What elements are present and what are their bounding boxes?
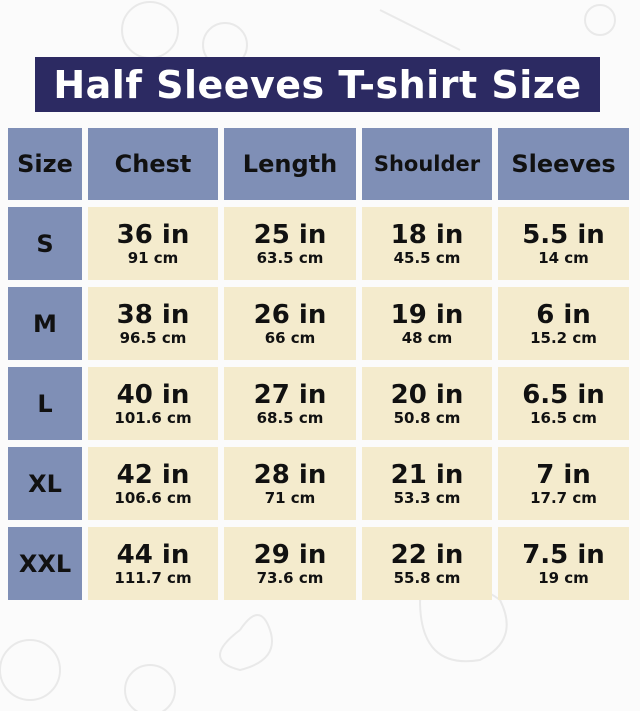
cell-chest: 42 in 106.6 cm	[88, 447, 218, 520]
header-length: Length	[224, 128, 356, 200]
yarn-ball-icon	[0, 639, 61, 701]
cm-value: 73.6 cm	[256, 568, 324, 587]
cell-shoulder: 18 in 45.5 cm	[362, 207, 492, 280]
cell-chest: 44 in 111.7 cm	[88, 527, 218, 600]
cell-length: 28 in 71 cm	[224, 447, 356, 520]
inches-value: 42 in	[116, 459, 190, 490]
yarn-ball-icon	[121, 1, 179, 59]
yarn-ball-icon	[124, 664, 176, 711]
cell-sleeves: 7 in 17.7 cm	[498, 447, 629, 520]
cm-value: 17.7 cm	[530, 488, 597, 507]
inches-value: 19 in	[390, 299, 464, 330]
cm-value: 101.6 cm	[114, 408, 192, 427]
inches-value: 5.5 in	[522, 219, 605, 250]
needle-icon	[379, 9, 461, 51]
size-label: S	[8, 207, 82, 280]
cell-shoulder: 22 in 55.8 cm	[362, 527, 492, 600]
cm-value: 68.5 cm	[256, 408, 324, 427]
size-label: L	[8, 367, 82, 440]
inches-value: 7.5 in	[522, 539, 605, 570]
cm-value: 45.5 cm	[393, 248, 461, 267]
size-label: M	[8, 287, 82, 360]
cell-length: 29 in 73.6 cm	[224, 527, 356, 600]
cell-sleeves: 6 in 15.2 cm	[498, 287, 629, 360]
cell-chest: 40 in 101.6 cm	[88, 367, 218, 440]
inches-value: 38 in	[116, 299, 190, 330]
cm-value: 14 cm	[538, 248, 589, 267]
inches-value: 18 in	[390, 219, 464, 250]
inches-value: 25 in	[253, 219, 327, 250]
inches-value: 21 in	[390, 459, 464, 490]
cm-value: 15.2 cm	[530, 328, 597, 347]
size-table: Size Chest Length Shoulder Sleeves S 36 i…	[8, 128, 629, 600]
header-shoulder: Shoulder	[362, 128, 492, 200]
size-label: XL	[8, 447, 82, 520]
cell-sleeves: 7.5 in 19 cm	[498, 527, 629, 600]
inches-value: 36 in	[116, 219, 190, 250]
cm-value: 55.8 cm	[393, 568, 461, 587]
inches-value: 6.5 in	[522, 379, 605, 410]
cell-length: 26 in 66 cm	[224, 287, 356, 360]
cm-value: 71 cm	[264, 488, 316, 507]
cm-value: 66 cm	[264, 328, 316, 347]
inches-value: 6 in	[536, 299, 591, 330]
cm-value: 96.5 cm	[119, 328, 187, 347]
cell-sleeves: 5.5 in 14 cm	[498, 207, 629, 280]
inches-value: 20 in	[390, 379, 464, 410]
cell-chest: 36 in 91 cm	[88, 207, 218, 280]
cm-value: 91 cm	[127, 248, 179, 267]
cm-value: 63.5 cm	[256, 248, 324, 267]
inches-value: 40 in	[116, 379, 190, 410]
page-title: Half Sleeves T-shirt Size	[35, 57, 600, 112]
cell-length: 25 in 63.5 cm	[224, 207, 356, 280]
inches-value: 27 in	[253, 379, 327, 410]
cm-value: 19 cm	[538, 568, 589, 587]
inches-value: 26 in	[253, 299, 327, 330]
cm-value: 50.8 cm	[393, 408, 461, 427]
cm-value: 16.5 cm	[530, 408, 597, 427]
header-chest: Chest	[88, 128, 218, 200]
cell-shoulder: 19 in 48 cm	[362, 287, 492, 360]
cm-value: 106.6 cm	[114, 488, 192, 507]
cell-sleeves: 6.5 in 16.5 cm	[498, 367, 629, 440]
heart-icon	[219, 614, 273, 672]
inches-value: 7 in	[536, 459, 591, 490]
cm-value: 111.7 cm	[114, 568, 192, 587]
header-size: Size	[8, 128, 82, 200]
inches-value: 22 in	[390, 539, 464, 570]
cm-value: 53.3 cm	[393, 488, 461, 507]
cell-chest: 38 in 96.5 cm	[88, 287, 218, 360]
cell-length: 27 in 68.5 cm	[224, 367, 356, 440]
size-label: XXL	[8, 527, 82, 600]
cell-shoulder: 21 in 53.3 cm	[362, 447, 492, 520]
header-sleeves: Sleeves	[498, 128, 629, 200]
inches-value: 28 in	[253, 459, 327, 490]
cell-shoulder: 20 in 50.8 cm	[362, 367, 492, 440]
inches-value: 44 in	[116, 539, 190, 570]
cm-value: 48 cm	[401, 328, 453, 347]
inches-value: 29 in	[253, 539, 327, 570]
